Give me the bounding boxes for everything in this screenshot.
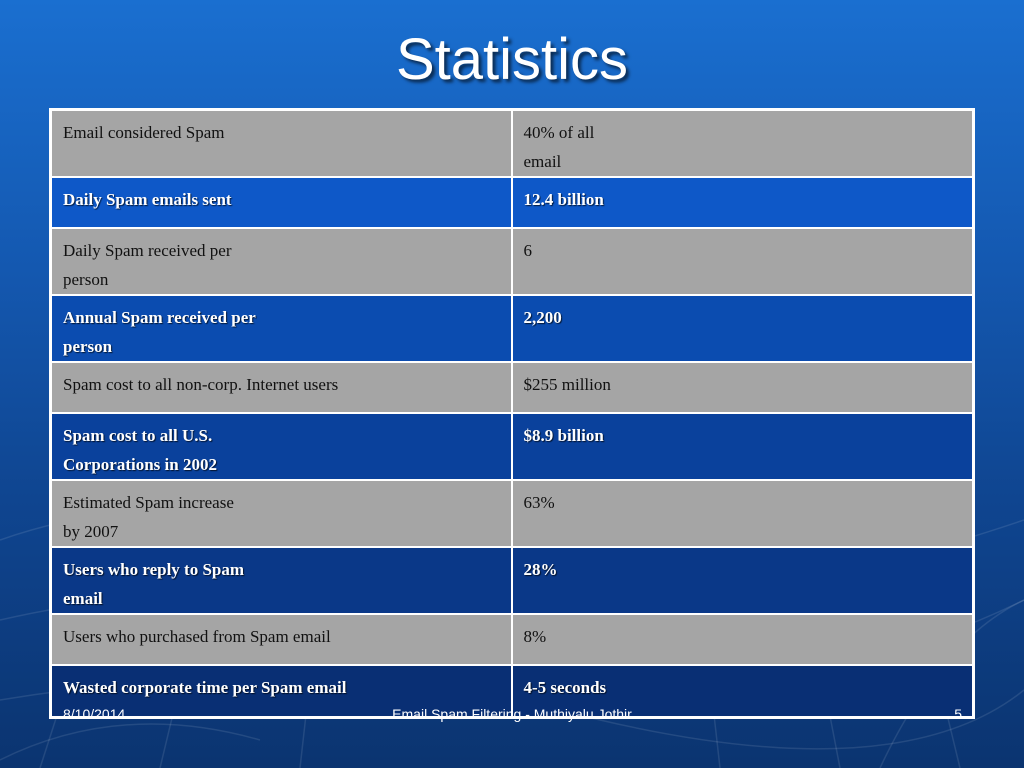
table-row: Daily Spam received per person 6: [49, 227, 975, 296]
table-row: Users who purchased from Spam email 8%: [49, 613, 975, 666]
row-label: Daily Spam emails sent: [49, 176, 513, 229]
row-value: 2,200: [510, 294, 975, 363]
table-row: Annual Spam received per person 2,200: [49, 294, 975, 363]
row-label: Spam cost to all U.S. Corporations in 200…: [49, 412, 513, 481]
page-number: 5: [954, 706, 962, 722]
table-row: Email considered Spam 40% of all email: [49, 108, 975, 178]
row-value: 63%: [510, 479, 975, 548]
row-label: Daily Spam received per person: [49, 227, 513, 296]
row-label: Spam cost to all non-corp. Internet user…: [49, 361, 513, 414]
row-value: 12.4 billion: [510, 176, 975, 229]
row-label: Email considered Spam: [49, 108, 513, 178]
row-value: $8.9 billion: [510, 412, 975, 481]
table-row: Users who reply to Spam email 28%: [49, 546, 975, 615]
table-row: Daily Spam emails sent 12.4 billion: [49, 176, 975, 229]
row-value: 40% of all email: [510, 108, 975, 178]
table-row: Spam cost to all non-corp. Internet user…: [49, 361, 975, 414]
table-row: Wasted corporate time per Spam email 4-5…: [49, 664, 975, 718]
statistics-table: Email considered Spam 40% of all email Da…: [49, 108, 975, 719]
footer-title: Email Spam Filtering - Muthiyalu Jothir: [392, 706, 632, 722]
footer-date: 8/10/2014: [63, 706, 126, 722]
row-label: Estimated Spam increase by 2007: [49, 479, 513, 548]
row-value: 4-5 seconds: [510, 664, 975, 718]
row-label: Users who reply to Spam email: [49, 546, 513, 615]
row-value: 6: [510, 227, 975, 296]
row-value: 28%: [510, 546, 975, 615]
slide-title: Statistics: [395, 27, 629, 92]
row-label: Users who purchased from Spam email: [49, 613, 513, 666]
row-label: Wasted corporate time per Spam email: [49, 664, 513, 718]
table-row: Estimated Spam increase by 2007 63%: [49, 479, 975, 548]
row-value: $255 million: [510, 361, 975, 414]
table-row: Spam cost to all U.S. Corporations in 200…: [49, 412, 975, 481]
row-value: 8%: [510, 613, 975, 666]
row-label: Annual Spam received per person: [49, 294, 513, 363]
